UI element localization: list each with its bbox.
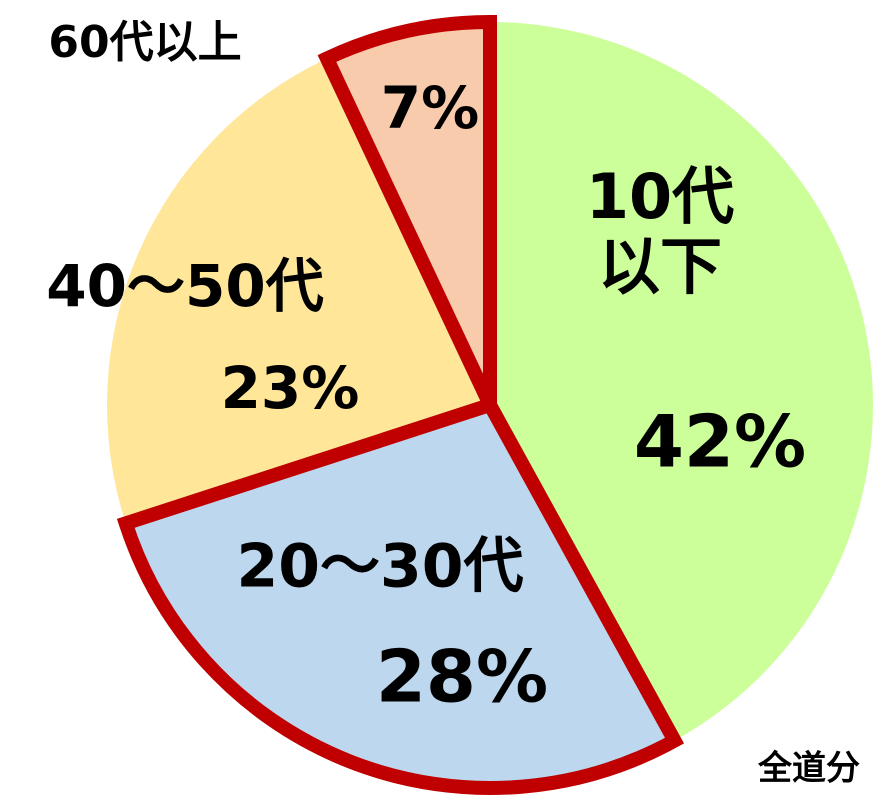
annotation: 全道分 [757,749,860,789]
slice-label: 40～50代 [46,252,323,320]
pie-slice [490,22,874,741]
slice-label: 10代以下 [586,160,734,303]
slice-label: 60代以上 [48,17,241,68]
slice-label: 20～30代 [237,532,524,602]
pie-slice [106,58,490,524]
pie-slice [116,396,685,795]
pie-slice [317,14,497,408]
slices [106,22,874,741]
value-label: 23% [221,354,360,422]
outlined-slices [116,14,685,795]
labels: 10代以下 42% 20～30代 28% 40～50代 23% 60代以上 7% [46,17,806,719]
value-label: 7% [381,74,479,142]
value-label: 28% [376,635,548,719]
value-label: 42% [634,400,806,484]
